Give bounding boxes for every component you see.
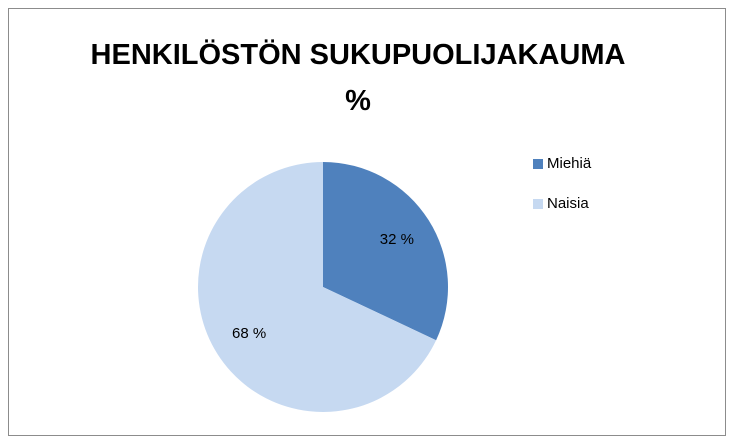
- legend-swatch: [533, 199, 543, 209]
- chart-frame: [8, 8, 726, 436]
- pie-slice: [323, 162, 448, 341]
- legend-label: Naisia: [547, 195, 589, 212]
- pie-slice: [198, 162, 437, 413]
- legend-swatch: [533, 159, 543, 169]
- data-label: 68 %: [232, 325, 266, 342]
- legend-label: Miehiä: [547, 155, 592, 172]
- chart-title: HENKILÖSTÖN SUKUPUOLIJAKAUMA %: [90, 39, 626, 117]
- data-label: 32 %: [380, 231, 414, 248]
